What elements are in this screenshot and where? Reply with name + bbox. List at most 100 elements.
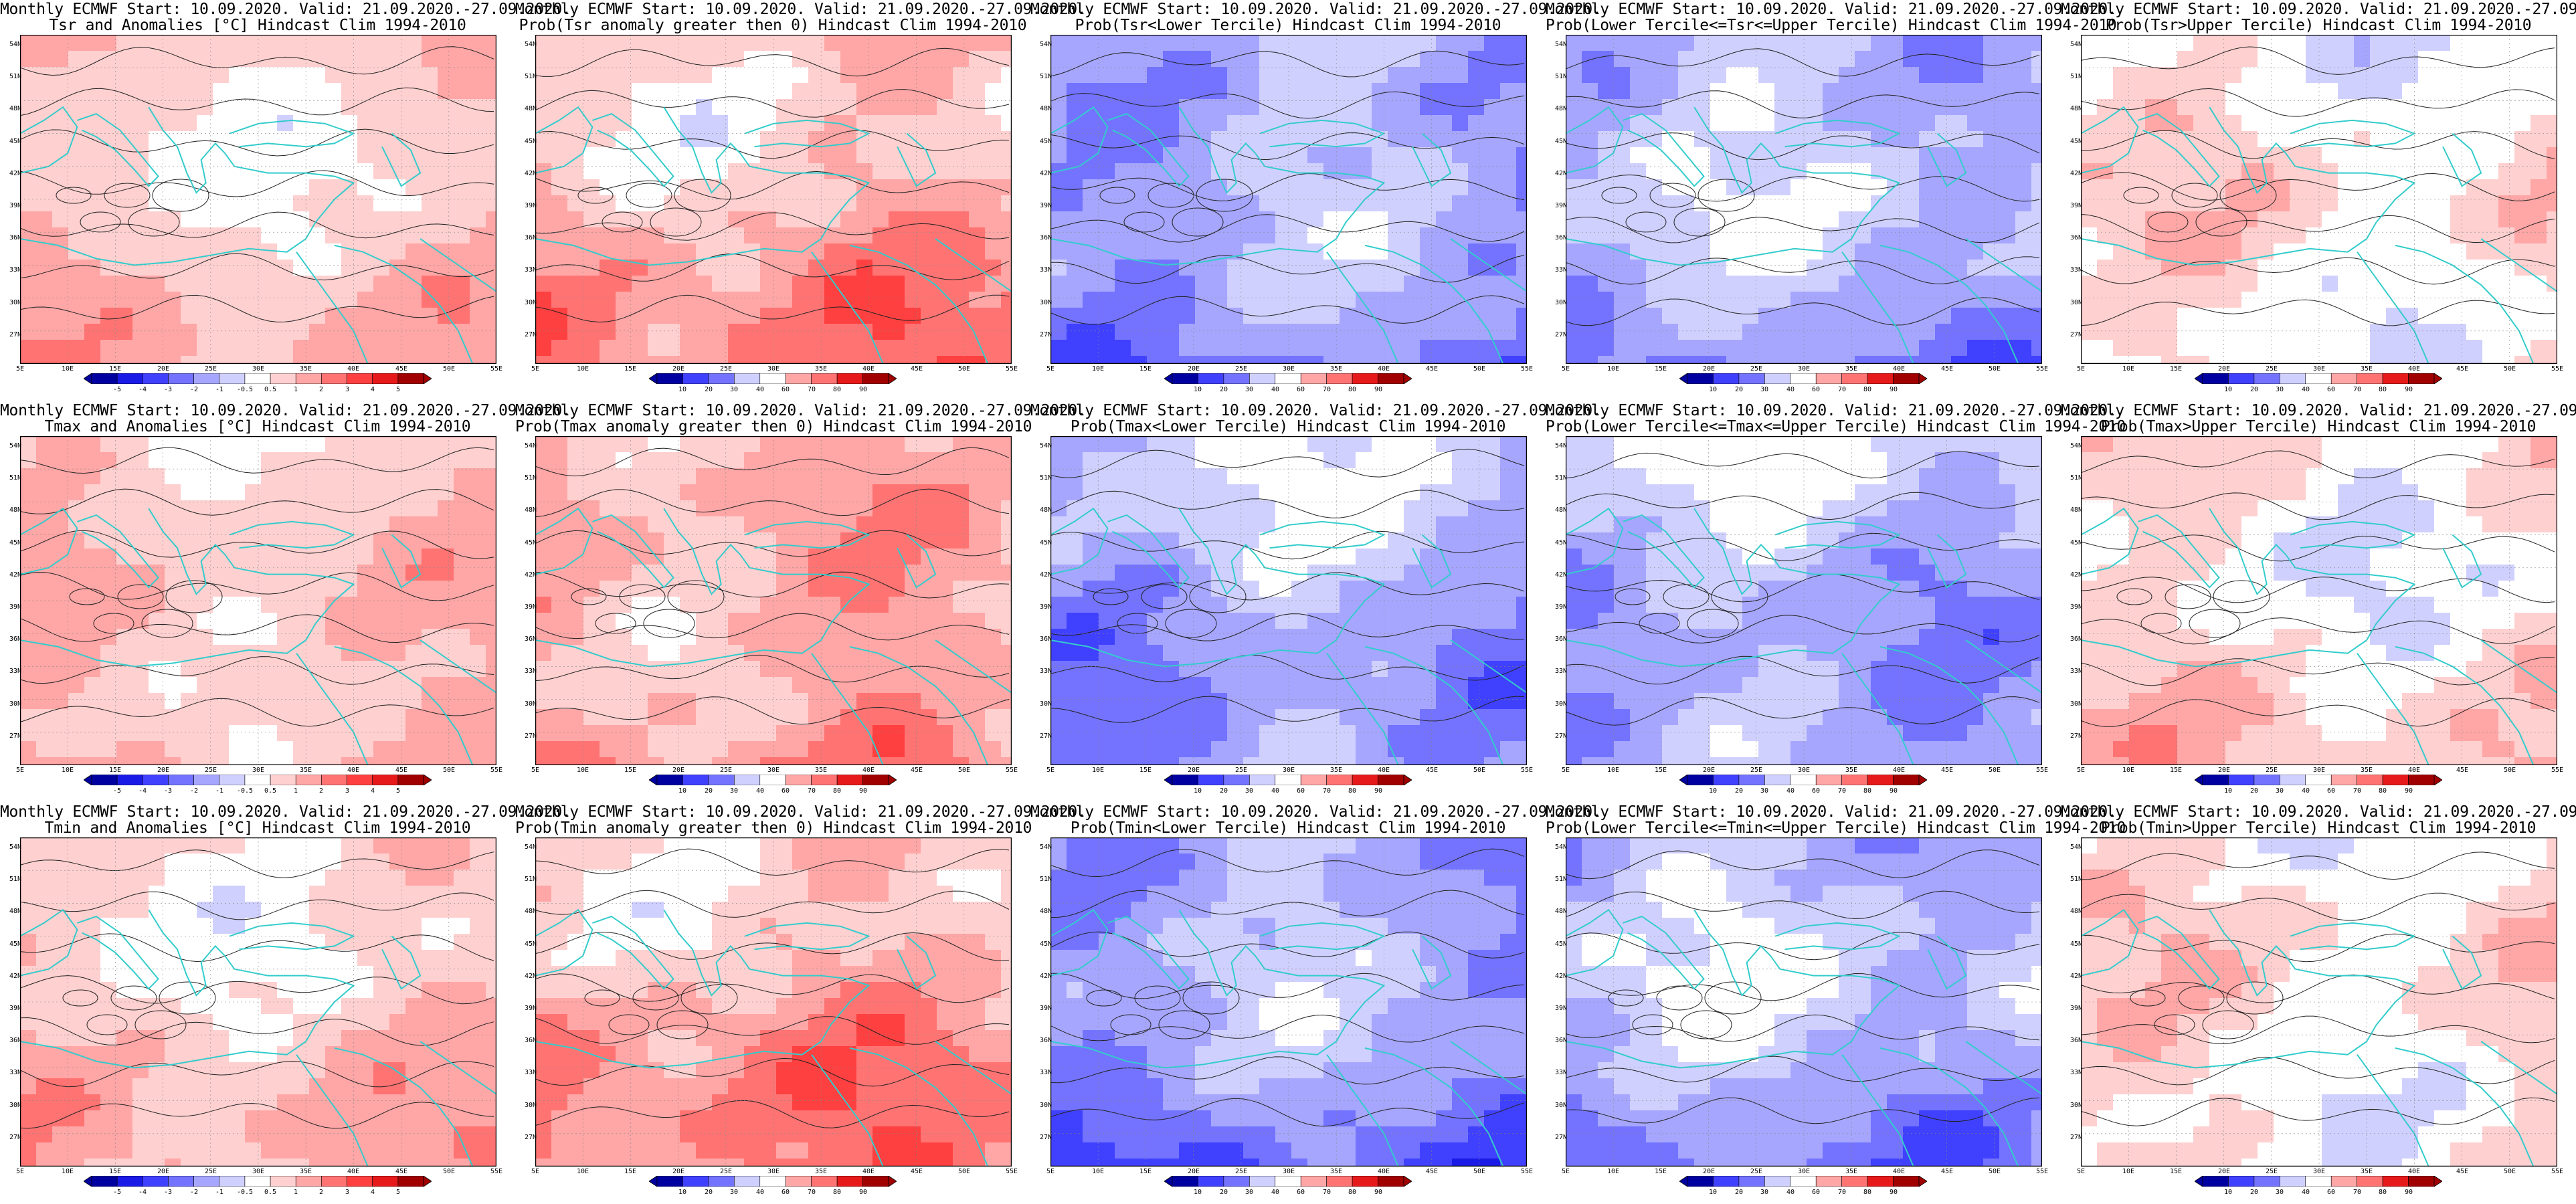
panel-title-line1: Monthly ECMWF Start: 10.09.2020. Valid: … bbox=[0, 402, 571, 419]
map-canvas bbox=[1050, 35, 1527, 364]
colorbar-label: 90 bbox=[1374, 386, 1383, 393]
longitude-label: 10E bbox=[576, 767, 589, 774]
latitude-label: 45N bbox=[1039, 940, 1052, 948]
colorbar-label: 40 bbox=[1271, 787, 1280, 795]
colorbar-label: 20 bbox=[1734, 1189, 1744, 1196]
colorbar-label: -5 bbox=[112, 1189, 122, 1196]
colorbar-label: 70 bbox=[1837, 386, 1847, 393]
colorbar-label: 20 bbox=[1734, 386, 1744, 393]
latitude-label: 30N bbox=[1039, 1102, 1052, 1109]
latitude-label: 33N bbox=[524, 266, 537, 274]
latitude-label: 39N bbox=[2069, 202, 2082, 209]
latitude-label: 36N bbox=[524, 1037, 537, 1044]
longitude-label: 5E bbox=[1046, 365, 1055, 373]
longitude-label: 15E bbox=[624, 767, 637, 774]
latitude-label: 45N bbox=[524, 940, 537, 948]
colorbar bbox=[2195, 1176, 2442, 1187]
longitude-label: 30E bbox=[1282, 365, 1295, 373]
forecast-panel: Monthly ECMWF Start: 10.09.2020. Valid: … bbox=[2061, 401, 2576, 803]
latitude-label: 48N bbox=[2069, 908, 2082, 915]
latitude-label: 36N bbox=[2069, 1037, 2082, 1044]
longitude-label: 55E bbox=[490, 365, 503, 373]
map-canvas bbox=[1566, 35, 2042, 364]
longitude-label: 5E bbox=[2076, 365, 2086, 373]
latitude-label: 30N bbox=[1554, 299, 1567, 306]
latitude-label: 33N bbox=[1039, 266, 1052, 274]
longitude-label: 45E bbox=[1425, 365, 1439, 373]
colorbar-label: 90 bbox=[2404, 386, 2413, 393]
latitude-label: 39N bbox=[1554, 603, 1567, 611]
map-frame bbox=[20, 35, 496, 364]
colorbar-label: 60 bbox=[1811, 787, 1821, 795]
map-canvas bbox=[20, 35, 496, 364]
latitude-label: 39N bbox=[1039, 603, 1052, 611]
map-frame bbox=[1566, 837, 2042, 1167]
latitude-label: 36N bbox=[1039, 234, 1052, 241]
colorbar-label: 4 bbox=[370, 1189, 375, 1196]
latitude-label: 39N bbox=[524, 202, 537, 209]
longitude-label: 20E bbox=[1187, 767, 1200, 774]
latitude-label: 42N bbox=[9, 571, 21, 579]
colorbar-label: 40 bbox=[2301, 386, 2310, 393]
colorbar-label: 2 bbox=[318, 787, 324, 795]
latitude-label: 27N bbox=[524, 331, 537, 338]
longitude-label: 20E bbox=[672, 365, 685, 373]
colorbar-label: 1 bbox=[293, 386, 298, 393]
latitude-label: 42N bbox=[9, 973, 21, 980]
latitude-label: 27N bbox=[524, 1134, 537, 1141]
map-canvas bbox=[2081, 35, 2557, 364]
colorbar-label: 20 bbox=[2249, 1189, 2259, 1196]
longitude-label: 55E bbox=[2035, 1168, 2049, 1175]
longitude-label: 10E bbox=[1091, 767, 1105, 774]
latitude-label: 33N bbox=[9, 668, 21, 675]
colorbar-label: -1 bbox=[215, 787, 224, 795]
graticule bbox=[535, 436, 1012, 765]
latitude-label: 27N bbox=[1039, 1134, 1052, 1141]
colorbar-label: 60 bbox=[1296, 787, 1305, 795]
latitude-label: 33N bbox=[9, 266, 21, 274]
longitude-label: 30E bbox=[2312, 767, 2326, 774]
colorbar-label: 60 bbox=[2326, 1189, 2336, 1196]
forecast-panel: Monthly ECMWF Start: 10.09.2020. Valid: … bbox=[1546, 401, 2126, 803]
panel-title-line1: Monthly ECMWF Start: 10.09.2020. Valid: … bbox=[1546, 402, 2117, 419]
longitude-label: 45E bbox=[1940, 365, 1954, 373]
longitude-label: 30E bbox=[252, 767, 265, 774]
latitude-label: 30N bbox=[9, 700, 21, 708]
colorbar-label: -2 bbox=[189, 386, 199, 393]
latitude-label: 42N bbox=[1554, 973, 1567, 980]
latitude-label: 27N bbox=[2069, 1134, 2082, 1141]
longitude-label: 55E bbox=[2551, 1168, 2564, 1175]
latitude-label: 27N bbox=[2069, 331, 2082, 338]
panel-title-line1: Monthly ECMWF Start: 10.09.2020. Valid: … bbox=[1546, 803, 2117, 821]
longitude-label: 45E bbox=[395, 767, 408, 774]
colorbar-label: 40 bbox=[1786, 1189, 1795, 1196]
longitude-label: 55E bbox=[2551, 365, 2564, 373]
colorbar-label: 10 bbox=[1193, 1189, 1202, 1196]
longitude-label: 20E bbox=[2217, 365, 2231, 373]
contour-lines bbox=[20, 849, 494, 1129]
colorbar-label: -0.5 bbox=[236, 386, 254, 393]
colorbar-label: 80 bbox=[1863, 1189, 1872, 1196]
panel-title-line1: Monthly ECMWF Start: 10.09.2020. Valid: … bbox=[1030, 402, 1602, 419]
colorbar-label: 30 bbox=[2275, 1189, 2284, 1196]
latitude-label: 48N bbox=[1039, 908, 1052, 915]
shaded-field bbox=[1050, 837, 1527, 1167]
colorbar-label: -1 bbox=[215, 386, 224, 393]
panel-title-line2: Tsr and Anomalies [°C] Hindcast Clim 199… bbox=[49, 17, 466, 34]
colorbar-label: 60 bbox=[1811, 386, 1821, 393]
colorbar-label: 2 bbox=[318, 386, 324, 393]
latitude-label: 27N bbox=[1554, 732, 1567, 740]
coastlines bbox=[1050, 106, 1527, 364]
colorbar-label: 40 bbox=[2301, 1189, 2310, 1196]
panel-title-line1: Monthly ECMWF Start: 10.09.2020. Valid: … bbox=[2061, 803, 2576, 821]
colorbar-label: 30 bbox=[729, 386, 739, 393]
longitude-label: 50E bbox=[2503, 767, 2516, 774]
latitude-label: 27N bbox=[1554, 1134, 1567, 1141]
longitude-label: 5E bbox=[1046, 1168, 1055, 1175]
longitude-label: 10E bbox=[61, 365, 74, 373]
longitude-label: 55E bbox=[490, 767, 503, 774]
graticule bbox=[535, 35, 1012, 364]
latitude-label: 27N bbox=[1039, 732, 1052, 740]
longitude-label: 20E bbox=[1702, 365, 1716, 373]
longitude-label: 45E bbox=[910, 767, 923, 774]
